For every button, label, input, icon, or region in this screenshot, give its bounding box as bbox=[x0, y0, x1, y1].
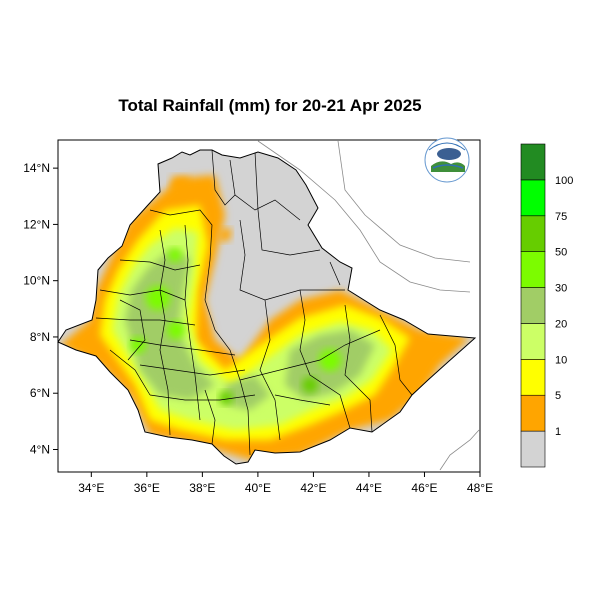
lat-tick-label: 6°N bbox=[30, 386, 50, 400]
meteorology-agency-logo bbox=[424, 137, 470, 183]
lon-tick-label: 46°E bbox=[411, 481, 437, 495]
lon-tick-label: 44°E bbox=[356, 481, 382, 495]
lat-tick-label: 14°N bbox=[23, 161, 50, 175]
lat-tick-label: 8°N bbox=[30, 330, 50, 344]
admin-boundaries bbox=[95, 150, 413, 456]
lat-tick-label: 12°N bbox=[23, 217, 50, 231]
legend-swatch bbox=[520, 251, 546, 288]
legend-swatch bbox=[520, 287, 546, 324]
lon-tick-label: 34°E bbox=[78, 481, 104, 495]
neighbor-borders bbox=[257, 140, 480, 471]
lon-tick-label: 48°E bbox=[467, 481, 493, 495]
ethiopia-rainfall-field bbox=[57, 149, 477, 465]
lat-tick-label: 10°N bbox=[23, 274, 50, 288]
legend-label: 20 bbox=[555, 318, 567, 330]
legend-swatch bbox=[520, 323, 546, 360]
legend-swatch bbox=[520, 430, 546, 468]
map-axes: 34°E 36°E 38°E 40°E 42°E 44°E 46°E 48°E 14°N 12°N… bbox=[23, 161, 493, 495]
legend-label: 1 bbox=[555, 426, 561, 438]
legend-swatch bbox=[520, 143, 546, 181]
legend-label: 10 bbox=[555, 354, 567, 366]
lon-tick-label: 38°E bbox=[189, 481, 215, 495]
lon-tick-label: 42°E bbox=[300, 481, 326, 495]
legend-swatch bbox=[520, 179, 546, 217]
legend-label: 100 bbox=[555, 175, 573, 187]
legend-label: 5 bbox=[555, 390, 561, 402]
lon-tick-label: 36°E bbox=[134, 481, 160, 495]
legend-swatch bbox=[520, 394, 546, 432]
rainfall-legend: 1 5 10 20 30 50 75 100 bbox=[520, 143, 573, 468]
legend-label: 75 bbox=[555, 211, 567, 223]
map-title: Total Rainfall (mm) for 20-21 Apr 2025 bbox=[118, 96, 422, 115]
legend-swatch bbox=[520, 359, 546, 396]
lon-tick-label: 40°E bbox=[245, 481, 271, 495]
legend-label: 30 bbox=[555, 283, 567, 295]
legend-label: 50 bbox=[555, 247, 567, 259]
legend-swatch bbox=[520, 215, 546, 252]
lat-tick-label: 4°N bbox=[30, 442, 50, 456]
